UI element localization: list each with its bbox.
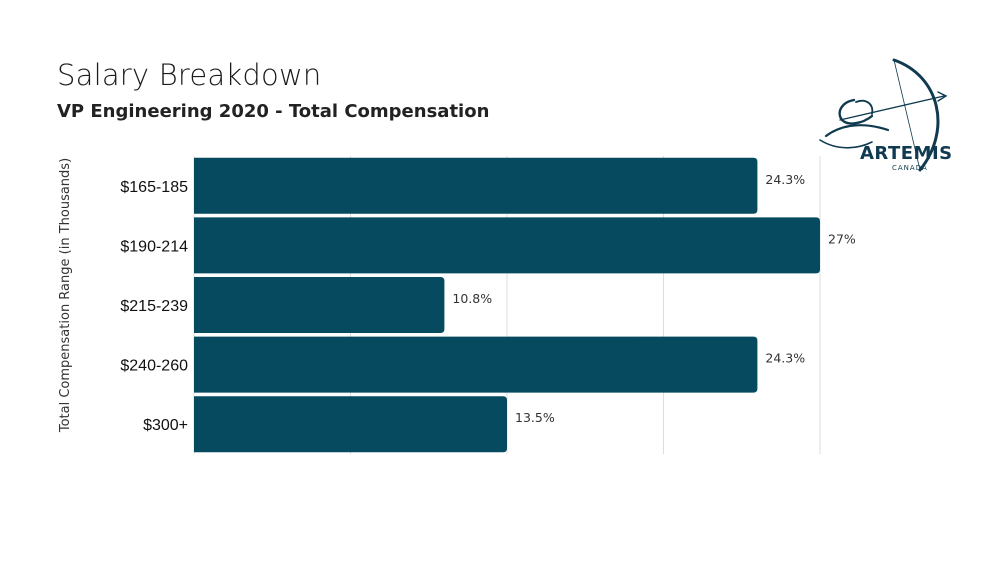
value-label-2: 10.8%	[452, 291, 492, 306]
bar-0	[194, 157, 758, 214]
logo-wordmark: ARTEMIS	[860, 143, 952, 164]
archer-logo-icon: ARTEMIS CANADA	[819, 58, 952, 172]
category-label-0: $165-185	[120, 179, 188, 196]
bars	[194, 157, 820, 453]
value-label-0: 24.3%	[765, 172, 805, 187]
logo-tagline: CANADA	[892, 164, 928, 172]
bar-4	[194, 396, 507, 453]
bar-1	[194, 217, 820, 274]
value-label-1: 27%	[828, 231, 856, 246]
bar-2	[194, 277, 445, 333]
artemis-canada-logo: ARTEMIS CANADA	[812, 58, 952, 178]
category-label-3: $240-260	[120, 358, 188, 375]
category-label-4: $300+	[143, 417, 188, 434]
value-label-3: 24.3%	[765, 351, 805, 366]
value-labels: 24.3% 27% 10.8% 24.3% 13.5%	[452, 172, 856, 425]
value-label-4: 13.5%	[515, 410, 555, 425]
category-labels: $165-185 $190-214 $215-239 $240-260 $300+	[120, 179, 188, 434]
bar-3	[194, 336, 758, 393]
category-label-1: $190-214	[120, 238, 188, 255]
category-label-2: $215-239	[120, 298, 188, 315]
chart-subtitle: VP Engineering 2020 - Total Compensation	[57, 101, 490, 122]
y-axis-label: Total Compensation Range (in Thousands)	[58, 158, 73, 433]
chart-title: Salary Breakdown	[57, 58, 322, 92]
